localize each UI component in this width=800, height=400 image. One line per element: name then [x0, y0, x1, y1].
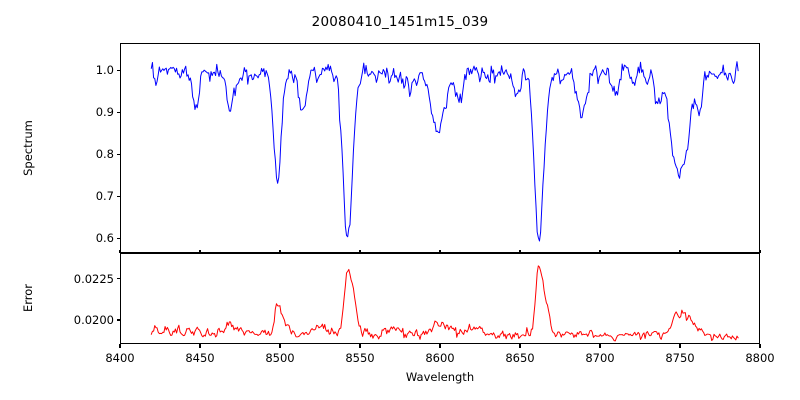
error-data-line [150, 265, 739, 342]
spectrum-curve-area [150, 61, 739, 242]
error-plot-panel [120, 253, 760, 344]
error-xtick-mark [439, 344, 441, 348]
x-axis-tick-label: 8700 [585, 351, 615, 365]
x-axis-label: Wavelength [405, 370, 475, 384]
error-ytick-label: 0.0225 [73, 271, 114, 286]
error-ytick-mark [116, 319, 120, 321]
x-axis-tick-label: 8400 [105, 351, 135, 365]
error-ytick-mark [116, 278, 120, 280]
spectrum-plot-panel [120, 43, 760, 253]
spectrum-xtick-mark [519, 249, 521, 253]
spectrum-ytick-label: 1.0 [95, 63, 114, 78]
spectrum-xtick-mark [759, 249, 761, 253]
error-xtick-mark [759, 344, 761, 348]
spectrum-xtick-mark [439, 249, 441, 253]
spectrum-xtick-mark [359, 249, 361, 253]
x-axis-tick-label: 8600 [425, 351, 455, 365]
spectrum-ytick-mark [116, 237, 120, 239]
error-xtick-mark [359, 344, 361, 348]
spectrum-ytick-mark [116, 69, 120, 71]
spectrum-xtick-mark [199, 249, 201, 253]
x-axis-tick-label: 8450 [185, 351, 215, 365]
spectrum-ytick-label: 0.9 [95, 105, 114, 120]
error-xtick-mark [679, 344, 681, 348]
error-curve-area [150, 265, 739, 342]
spectrum-ytick-mark [116, 111, 120, 113]
error-xtick-mark [599, 344, 601, 348]
x-axis-tick-label: 8550 [345, 351, 375, 365]
spectrum-ytick-mark [116, 195, 120, 197]
spectrum-ytick-label: 0.8 [95, 147, 114, 162]
error-xtick-mark [519, 344, 521, 348]
spectrum-ytick-mark [116, 153, 120, 155]
x-axis-tick-label: 8750 [665, 351, 695, 365]
error-ytick-label: 0.0200 [73, 313, 114, 327]
spectrum-ytick-label: 0.7 [95, 189, 114, 204]
spectrum-y-axis-label: Spectrum [21, 120, 35, 176]
spectrum-xtick-mark [279, 249, 281, 253]
error-xtick-mark [279, 344, 281, 348]
spectrum-xtick-mark [119, 249, 121, 253]
x-axis-tick-label: 8650 [505, 351, 535, 365]
spectrum-xtick-mark [679, 249, 681, 253]
error-xtick-mark [119, 344, 121, 348]
spectrum-xtick-mark [599, 249, 601, 253]
spectrum-ytick-label: 0.6 [95, 231, 114, 246]
page-title: 20080410_1451m15_039 [311, 14, 489, 30]
x-axis-tick-label: 8800 [745, 351, 775, 365]
x-axis-tick-label: 8500 [265, 351, 295, 365]
error-y-axis-label: Error [21, 283, 35, 313]
spectrum-data-line [150, 61, 739, 242]
error-xtick-mark [199, 344, 201, 348]
